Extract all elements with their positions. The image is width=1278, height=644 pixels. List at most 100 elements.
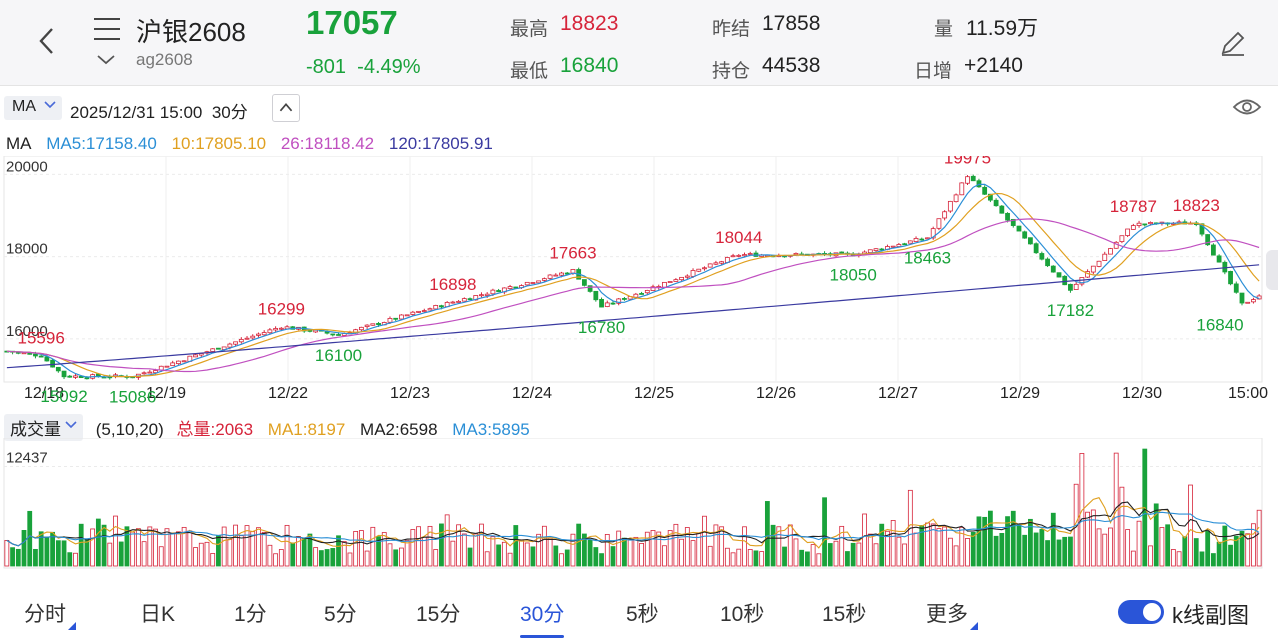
volume-ma3: MA3:5895 [452, 420, 530, 439]
volume-bar [993, 535, 999, 567]
volume-bar [170, 532, 176, 567]
volume-bar [1165, 524, 1171, 567]
tab-10sec[interactable]: 10秒 [720, 598, 764, 628]
x-tick-label: 12/23 [390, 385, 430, 402]
tab-more[interactable]: 更多 [926, 598, 978, 630]
side-drawer-handle[interactable] [1266, 250, 1278, 290]
edit-icon[interactable] [1218, 28, 1248, 58]
candle-body [902, 243, 908, 246]
volume-bar [490, 536, 496, 567]
chevron-down-icon[interactable] [96, 54, 116, 66]
candle-body [667, 281, 673, 283]
candle-body [747, 253, 753, 255]
candle-body [713, 262, 719, 265]
candle-body [616, 298, 622, 304]
tab-15min[interactable]: 15分 [416, 598, 460, 628]
volume-bar [742, 526, 747, 567]
volume-bar [1130, 550, 1136, 567]
volume-bar [1119, 486, 1125, 567]
tab-15sec[interactable]: 15秒 [822, 598, 866, 628]
volume-bar [507, 552, 513, 567]
candle-body [730, 255, 736, 258]
candle-body [1056, 272, 1062, 278]
candle-body [547, 274, 553, 279]
tab-5sec[interactable]: 5秒 [626, 598, 659, 628]
tab-5min[interactable]: 5分 [324, 598, 357, 628]
candle-body [719, 261, 725, 264]
ma5-value: MA5:17158.40 [46, 134, 157, 153]
volume-bar [559, 553, 564, 567]
tab-1min[interactable]: 1分 [234, 598, 267, 628]
volume-bar [576, 523, 582, 567]
volume-bar [198, 542, 204, 567]
candle-body [942, 211, 948, 219]
volume-bar [930, 523, 936, 567]
indicator-select[interactable]: MA [4, 96, 62, 120]
collapse-up-icon[interactable] [272, 94, 300, 122]
ma10-value: 10:17805.10 [171, 134, 267, 153]
candle-body [330, 333, 336, 336]
candle-body [1039, 253, 1045, 260]
tab-timeshare[interactable]: 分时 [24, 598, 76, 630]
volume-bar [61, 540, 67, 567]
tab-label: 30分 [520, 603, 565, 626]
volume-ma3-line [6, 511, 1260, 547]
volume-bar [1022, 534, 1028, 567]
candle-body [587, 285, 593, 292]
volume-bar [610, 546, 616, 567]
volume-bar [513, 525, 519, 567]
volume-bar [902, 543, 908, 567]
volume-bar [970, 531, 976, 567]
candlestick-chart[interactable]: 20000 18000 16000 12/18 12/19 12/22 12/23 12/24… [0, 156, 1278, 410]
contract-name[interactable]: 沪银2608 [136, 17, 246, 47]
menu-icon[interactable] [94, 18, 120, 42]
candle-body [479, 294, 484, 297]
volume-bar [290, 542, 296, 567]
volume-bar [1216, 541, 1222, 567]
volume-bar [381, 532, 387, 567]
candle-body [1102, 253, 1108, 262]
price-annotation: 16100 [315, 346, 362, 365]
y-tick-label: 20000 [6, 158, 48, 175]
open-interest-value: 44538 [762, 54, 821, 77]
volume-bar [479, 523, 484, 567]
price-annotation: 17663 [549, 243, 596, 262]
volume-bar [364, 550, 370, 567]
tab-daily[interactable]: 日K [140, 598, 175, 628]
sub-chart-toggle[interactable] [1118, 600, 1164, 624]
volume-bar [541, 525, 547, 567]
prev-settle-value: 17858 [762, 12, 821, 35]
tab-label: 15秒 [822, 603, 867, 626]
volume-bar [805, 551, 810, 567]
candle-body [1251, 299, 1256, 303]
volume-bar [1016, 524, 1022, 567]
ma120-line [6, 264, 1260, 369]
volume-chart[interactable]: 12437 [0, 438, 1278, 572]
price-annotation: 18463 [904, 249, 951, 268]
volume-tick-label: 12437 [6, 450, 48, 467]
contract-code: ag2608 [136, 50, 193, 69]
volume-bar [204, 541, 210, 567]
volume-indicator-select[interactable]: 成交量 [4, 414, 83, 441]
volume-bar [1102, 533, 1108, 567]
back-icon[interactable] [36, 26, 58, 56]
volume-value: 11.59万 [966, 17, 1038, 40]
candle-body [416, 310, 421, 313]
volume-bar [759, 551, 765, 567]
candle-body [742, 254, 747, 257]
daily-add-value: +2140 [964, 54, 1023, 77]
candle-body [216, 347, 221, 350]
volume-bar [564, 549, 570, 567]
volume-bar [67, 552, 73, 567]
volume-bar [839, 525, 845, 567]
eye-icon[interactable] [1232, 96, 1262, 118]
volume-bar [141, 541, 147, 567]
volume-bar [702, 515, 707, 567]
volume-total: 总量:2063 [176, 420, 254, 439]
candle-body [690, 270, 696, 277]
volume-bar [393, 549, 399, 567]
tab-30min[interactable]: 30分 [520, 598, 565, 638]
candle-body [210, 348, 216, 352]
candle-body [507, 286, 513, 289]
volume-bar [639, 543, 644, 567]
